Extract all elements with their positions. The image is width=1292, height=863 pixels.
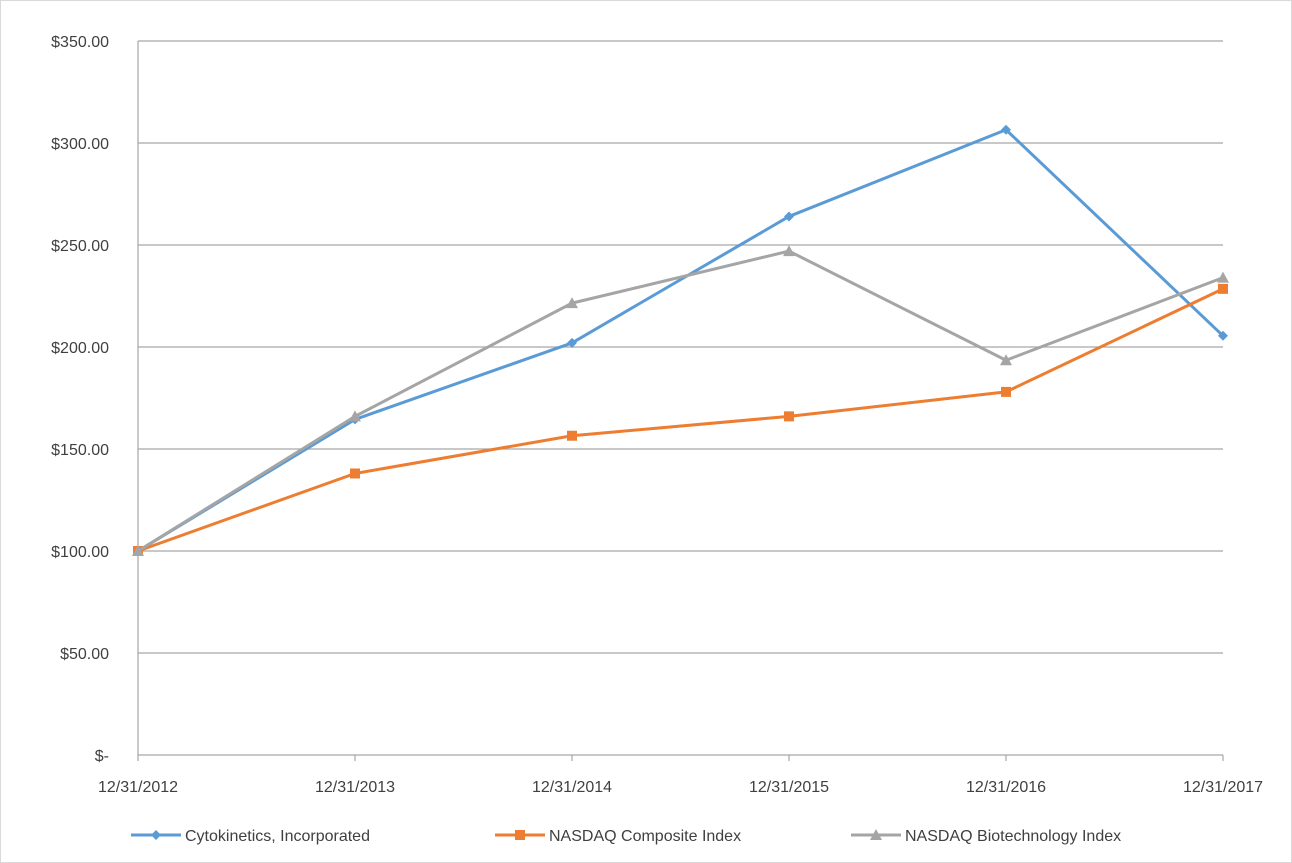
data-point (151, 830, 161, 840)
data-point (349, 410, 361, 422)
data-point (566, 297, 578, 309)
data-point (350, 468, 360, 479)
data-point (1001, 124, 1011, 135)
data-point (870, 829, 882, 840)
data-point (784, 211, 794, 222)
legend-entry: NASDAQ Biotechnology Index (851, 828, 1121, 845)
y-tick-label: $- (95, 748, 109, 765)
data-point (1000, 354, 1012, 366)
series-nasdaq-biotechnology-index (132, 245, 1229, 556)
data-point (567, 337, 577, 348)
x-tick-label: 12/31/2012 (98, 779, 178, 796)
x-tick-label: 12/31/2015 (749, 779, 829, 796)
data-point (1218, 330, 1228, 341)
legend-label: Cytokinetics, Incorporated (185, 828, 370, 845)
data-point (1218, 283, 1228, 294)
series-line (137, 249, 1224, 553)
series-nasdaq-composite-index (133, 283, 1228, 556)
series-line (137, 287, 1224, 553)
x-axis-tick-labels: 12/31/2012 12/31/2013 12/31/2014 12/31/2015… (98, 779, 1263, 796)
axes (137, 41, 1224, 761)
data-point (1217, 271, 1229, 283)
x-tick-label: 12/31/2016 (966, 779, 1046, 796)
x-tick-label: 12/31/2013 (315, 779, 395, 796)
series-line (137, 128, 1225, 553)
y-axis-tick-labels: $- $50.00 $100.00 $150.00 $200.00 $250.00 $300… (51, 34, 109, 765)
legend-label: NASDAQ Composite Index (549, 828, 741, 845)
data-point (783, 245, 795, 257)
gridlines (138, 40, 1223, 654)
x-tick-label: 12/31/2014 (532, 779, 612, 796)
y-tick-label: $350.00 (51, 34, 109, 51)
legend: Cytokinetics, Incorporated NASDAQ Composi… (131, 828, 1121, 845)
y-tick-label: $250.00 (51, 238, 109, 255)
data-point (784, 411, 794, 422)
data-point (515, 830, 525, 840)
y-tick-label: $50.00 (60, 646, 109, 663)
data-point (132, 545, 144, 556)
x-tick-label: 12/31/2017 (1183, 779, 1263, 796)
data-point (567, 430, 577, 441)
y-tick-label: $150.00 (51, 442, 109, 459)
legend-label: NASDAQ Biotechnology Index (905, 828, 1121, 845)
legend-entry: NASDAQ Composite Index (495, 828, 741, 845)
series-cytokinetics-incorporated (133, 124, 1228, 556)
data-point (1001, 386, 1011, 397)
y-tick-label: $300.00 (51, 136, 109, 153)
y-tick-label: $100.00 (51, 544, 109, 561)
legend-entry: Cytokinetics, Incorporated (131, 828, 370, 845)
y-tick-label: $200.00 (51, 340, 109, 357)
plot-series (132, 124, 1229, 556)
